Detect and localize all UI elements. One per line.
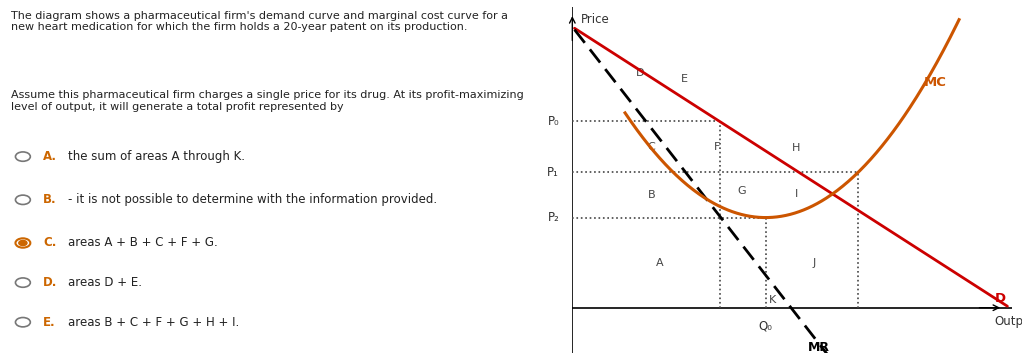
Text: P₀: P₀ <box>548 115 559 128</box>
Text: - it is not possible to determine with the information provided.: - it is not possible to determine with t… <box>67 193 436 206</box>
Text: The diagram shows a pharmaceutical firm's demand curve and marginal cost curve f: The diagram shows a pharmaceutical firm'… <box>11 11 509 32</box>
Text: P₁: P₁ <box>547 166 559 179</box>
Text: MC: MC <box>924 76 946 89</box>
Text: Price: Price <box>582 13 610 26</box>
Text: D: D <box>995 292 1007 305</box>
Text: D: D <box>636 68 645 78</box>
Text: H: H <box>792 143 800 153</box>
Text: Q₀: Q₀ <box>758 320 773 333</box>
Text: areas A + B + C + F + G.: areas A + B + C + F + G. <box>67 237 218 249</box>
Text: MR: MR <box>807 341 830 354</box>
Text: areas B + C + F + G + H + I.: areas B + C + F + G + H + I. <box>67 316 239 329</box>
Text: G: G <box>737 185 746 195</box>
Text: P₂: P₂ <box>548 211 559 224</box>
Text: E.: E. <box>43 316 55 329</box>
Text: C: C <box>648 142 655 152</box>
Text: F: F <box>714 142 721 152</box>
Text: I: I <box>795 189 798 198</box>
Text: areas D + E.: areas D + E. <box>67 276 141 289</box>
Text: A: A <box>656 258 664 267</box>
Text: D.: D. <box>43 276 57 289</box>
Text: E: E <box>681 74 688 84</box>
Text: B.: B. <box>43 193 56 206</box>
Text: J: J <box>812 258 816 267</box>
Text: K: K <box>769 295 776 305</box>
Text: C.: C. <box>43 237 56 249</box>
Text: Assume this pharmaceutical firm charges a single price for its drug. At its prof: Assume this pharmaceutical firm charges … <box>11 90 524 112</box>
Text: the sum of areas A through K.: the sum of areas A through K. <box>67 150 244 163</box>
Text: B: B <box>648 190 655 200</box>
Text: A.: A. <box>43 150 57 163</box>
Text: Output: Output <box>994 315 1022 328</box>
Circle shape <box>18 240 27 246</box>
